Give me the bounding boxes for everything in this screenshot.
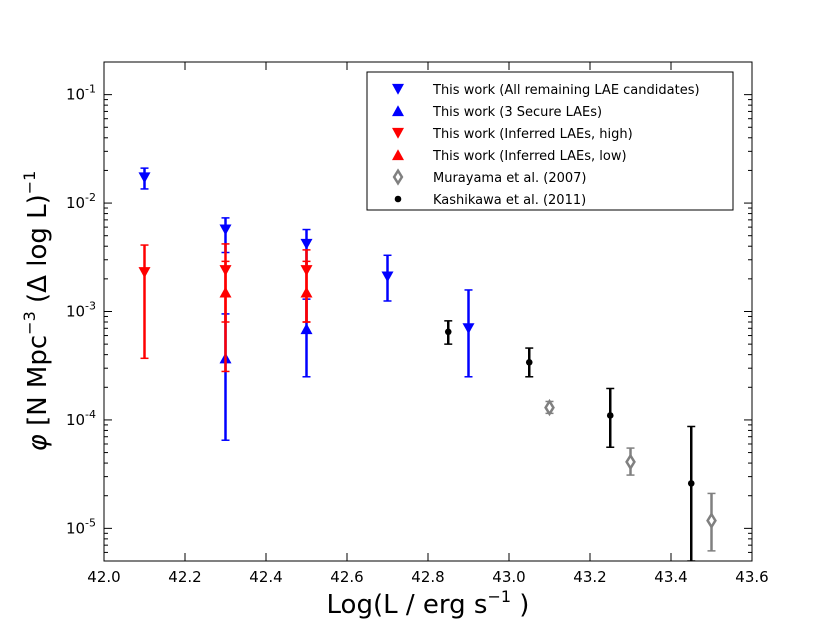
legend-label: This work (Inferred LAEs, low) [432, 149, 627, 164]
data-point-triangle-down [219, 224, 232, 236]
data-point-circle [687, 480, 695, 487]
legend-marker [392, 149, 404, 161]
legend-marker [392, 105, 404, 117]
data-point-diamond-open [706, 511, 717, 530]
x-tick-label: 43.4 [654, 568, 687, 586]
data-point-diamond-open [544, 398, 555, 417]
x-tick-label: 42.0 [87, 568, 120, 586]
x-tick-label: 42.6 [330, 568, 363, 586]
legend-marker [394, 195, 402, 203]
data-point-triangle-down [381, 271, 394, 283]
data-point-diamond-open [625, 453, 636, 471]
x-axis-title: Log(L / erg s−1 ) [327, 587, 530, 620]
x-tick-label: 43.0 [492, 568, 525, 586]
legend: This work (All remaining LAE candidates)… [366, 71, 734, 211]
axis-ticks: 42.0 42.2 42.4 42.6 42.8 43.0 43.2 43.4 43.6 10-1… [66, 62, 769, 586]
data-point-circle [525, 359, 533, 366]
x-tick-label: 42.4 [249, 568, 282, 586]
legend-marker [392, 168, 404, 186]
data-point-triangle-up [219, 286, 232, 298]
x-tick-label: 42.2 [168, 568, 201, 586]
data-point-triangle-down [138, 172, 151, 184]
legend-box [366, 71, 734, 211]
y-tick-label: 10-3 [66, 300, 96, 321]
data-point-triangle-down [138, 267, 151, 278]
data-marks [138, 167, 717, 561]
y-axis-title: φ [N Mpc−3 (Δ log L)−1 [20, 171, 53, 452]
legend-label: This work (3 Secure LAEs) [432, 105, 602, 120]
data-point-triangle-down [462, 323, 475, 334]
y-tick-label: 10-5 [66, 516, 96, 537]
y-tick-label: 10-4 [66, 408, 96, 429]
data-point-circle [444, 328, 452, 336]
legend-label: This work (Inferred LAEs, high) [432, 127, 633, 142]
data-point-triangle-down [300, 238, 313, 250]
legend-label: This work (All remaining LAE candidates) [432, 83, 700, 98]
x-tick-label: 43.2 [573, 568, 606, 586]
x-tick-label: 42.8 [411, 568, 444, 586]
legend-label: Murayama et al. (2007) [433, 171, 587, 186]
data-point-circle [606, 412, 614, 419]
legend-marker [392, 83, 404, 95]
legend-marker [392, 127, 404, 139]
y-tick-label: 10-1 [66, 83, 96, 104]
y-tick-label: 10-2 [66, 191, 96, 212]
data-point-triangle-up [300, 323, 313, 335]
x-tick-label: 43.6 [735, 568, 768, 586]
legend-label: Kashikawa et al. (2011) [433, 193, 586, 208]
data-point-triangle-up [300, 286, 313, 298]
